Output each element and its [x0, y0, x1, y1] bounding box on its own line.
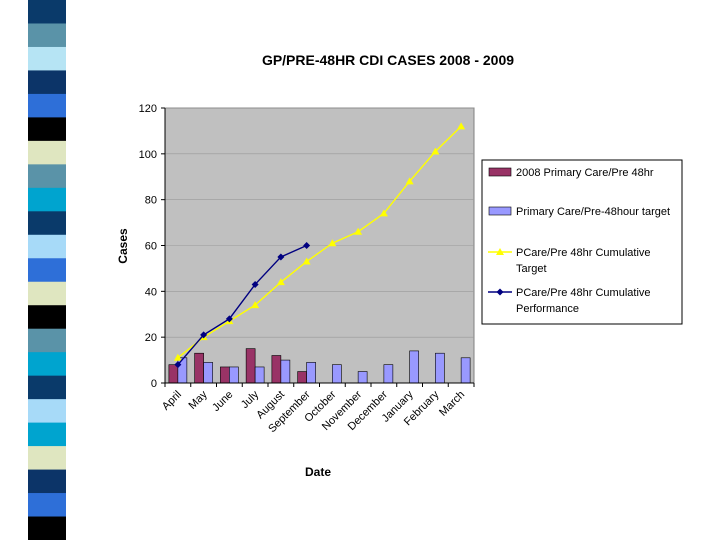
legend-label: Performance: [516, 303, 579, 315]
stripe-block: [28, 164, 66, 189]
legend-label: PCare/Pre 48hr Cumulative: [516, 247, 651, 259]
line-point: [354, 227, 363, 235]
legend-label: Primary Care/Pre-48hour target: [516, 206, 670, 218]
stripe-block: [28, 516, 66, 540]
bar: [435, 352, 445, 384]
bar: [297, 371, 307, 384]
bar: [271, 355, 282, 384]
stripe-block: [28, 140, 66, 165]
legend-label: PCare/Pre 48hr Cumulative: [516, 287, 651, 299]
line-point: [496, 288, 504, 296]
y-tick-label: 40: [145, 286, 157, 298]
chart-title: GP/PRE-48HR CDI CASES 2008 - 2009: [262, 52, 514, 68]
stripe-block: [28, 446, 66, 471]
y-tick-label: 100: [139, 149, 157, 161]
stripe-block: [28, 493, 66, 518]
bar: [177, 357, 188, 384]
series-line: [177, 125, 462, 359]
y-tick-label: 60: [145, 241, 157, 253]
bar: [203, 362, 213, 384]
stripe-block: [28, 328, 66, 353]
bar: [229, 366, 239, 384]
stripe-block: [28, 93, 66, 118]
legend-swatch: [488, 206, 512, 216]
y-axis-ticks: 0 20 40 60 80 100 120: [139, 103, 165, 390]
stripe-block: [28, 0, 66, 25]
bar: [168, 364, 179, 384]
line-point: [302, 257, 311, 265]
bar: [194, 352, 204, 384]
x-axis-label: Date: [305, 465, 331, 479]
stripe-block: [28, 23, 66, 48]
bar: [280, 359, 291, 384]
legend-swatch: [488, 167, 512, 177]
stripe-block: [28, 258, 66, 283]
stripe-block: [28, 46, 66, 72]
stripe-block: [28, 70, 66, 95]
bar: [460, 357, 471, 384]
bar: [306, 362, 316, 384]
line-point: [457, 122, 466, 130]
stripe-block: [28, 469, 66, 494]
bar: [357, 371, 368, 384]
line-point: [328, 239, 337, 247]
stripe-block: [28, 305, 66, 330]
bar: [220, 366, 230, 384]
stripe-block: [28, 234, 66, 259]
legend-label: 2008 Primary Care/Pre 48hr: [516, 167, 654, 179]
bar: [409, 350, 419, 384]
y-axis-label: Cases: [116, 228, 130, 264]
x-tick-label: July: [239, 388, 262, 411]
line-point: [496, 248, 504, 255]
line-point: [174, 361, 182, 369]
y-tick-label: 0: [151, 378, 157, 390]
legend-items: 2008 Primary Care/Pre 48hr Primary Care/P…: [488, 167, 670, 315]
line-point: [225, 315, 233, 323]
stripe-block: [28, 399, 66, 424]
line-point: [200, 331, 208, 339]
stripe-block: [28, 375, 66, 400]
line-point: [379, 209, 388, 217]
stripe-block: [28, 352, 66, 377]
legend-label: Target: [516, 263, 547, 275]
bar: [254, 366, 265, 384]
gridlines: [165, 107, 474, 338]
line-point: [277, 253, 285, 261]
series-lines: [173, 122, 466, 369]
line-point: [276, 278, 285, 286]
bar: [383, 364, 394, 384]
x-tick-label: May: [187, 388, 211, 412]
stripe-block: [28, 187, 66, 212]
bar: [332, 364, 342, 384]
line-point: [251, 280, 259, 288]
legend-box: [481, 159, 683, 325]
stripe-block: [28, 117, 66, 142]
decorative-stripe: [28, 0, 66, 540]
y-tick-label: 80: [145, 195, 157, 207]
stripe-block: [28, 211, 66, 236]
line-point: [173, 353, 182, 361]
line-point: [251, 301, 260, 309]
line-point: [303, 242, 311, 249]
stripe-block: [28, 422, 66, 447]
y-tick-label: 20: [145, 332, 157, 344]
series-line: [177, 244, 307, 366]
x-tick-label: June: [210, 389, 235, 414]
line-point: [405, 177, 414, 185]
bar: [245, 348, 256, 384]
x-axis-ticks: April May June JulyAugustSeptemberOctoberNo…: [160, 383, 475, 435]
line-point: [431, 147, 440, 155]
x-tick-label: March: [437, 389, 467, 419]
stripe-block: [28, 281, 66, 306]
legend: 2008 Primary Care/Pre 48hr Primary Care/P…: [481, 159, 683, 325]
y-tick-label: 120: [139, 103, 157, 115]
x-tick-label: April: [160, 389, 184, 413]
